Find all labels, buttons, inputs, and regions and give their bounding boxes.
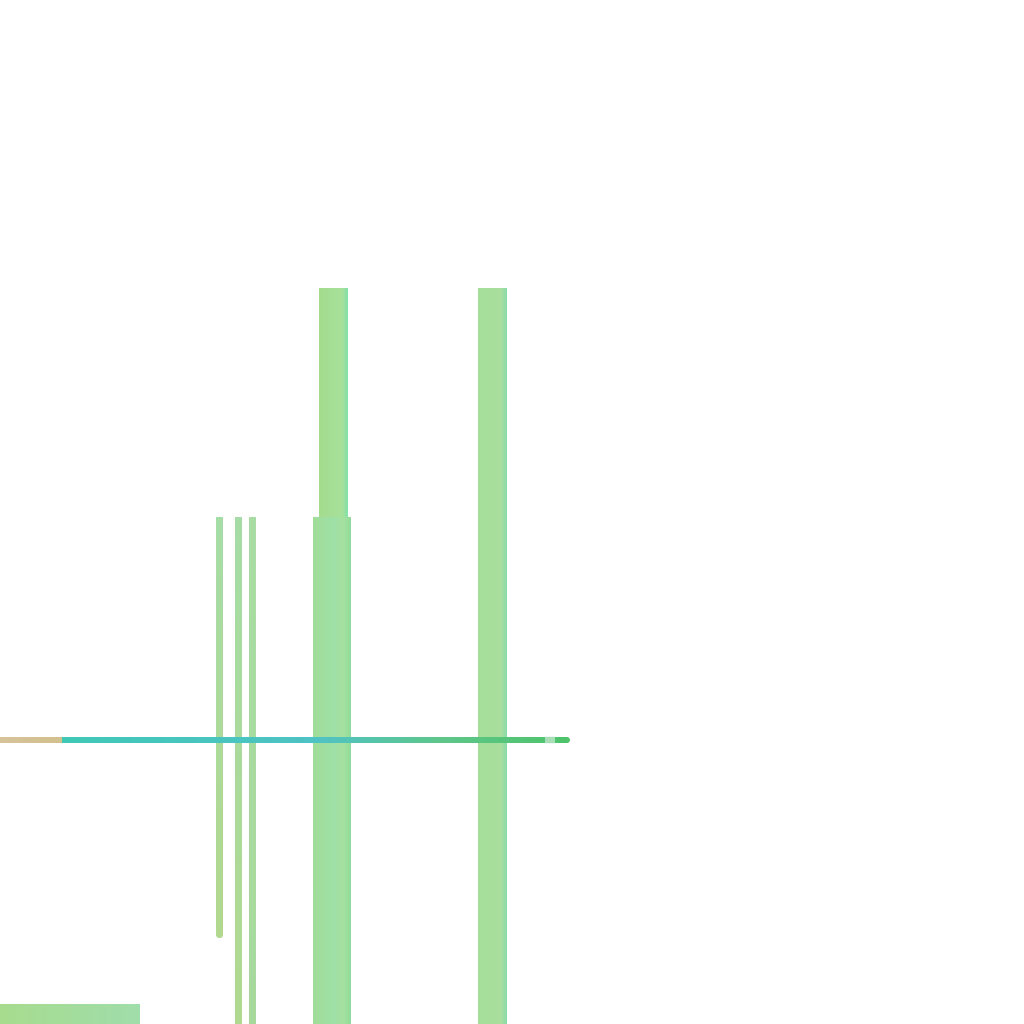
thin-column-3 bbox=[249, 517, 256, 1024]
horizontal-line-gradient-segment bbox=[62, 737, 570, 743]
horizontal-line-tan-segment bbox=[0, 737, 62, 743]
bottom-left-block bbox=[0, 1004, 140, 1024]
tall-column-right bbox=[478, 288, 507, 1024]
tall-column-upper-left bbox=[319, 288, 348, 517]
horizontal-line-highlight bbox=[545, 736, 555, 744]
thin-column-2 bbox=[235, 517, 242, 1024]
tall-column-lower-left bbox=[313, 517, 351, 1024]
thin-column-1 bbox=[216, 517, 223, 938]
